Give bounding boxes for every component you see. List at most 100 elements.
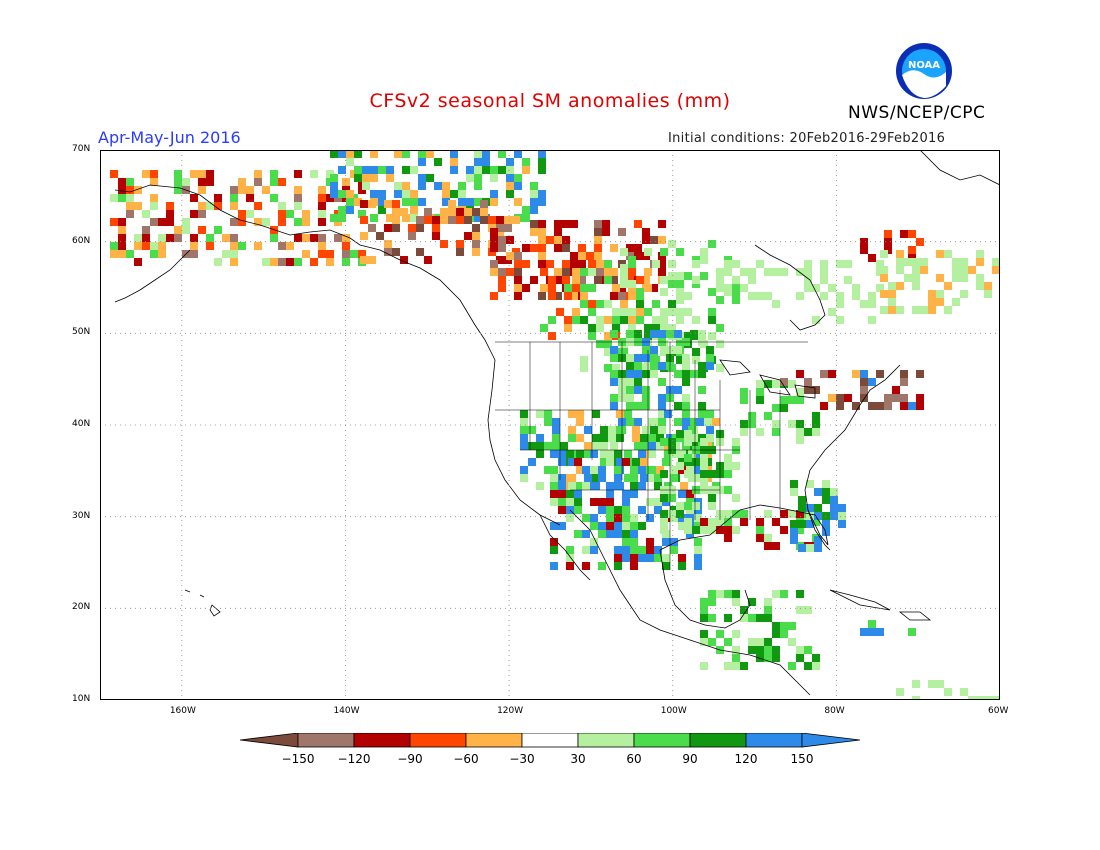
anomaly-cell xyxy=(442,190,450,198)
anomaly-cell xyxy=(682,378,690,386)
anomaly-cell xyxy=(780,404,788,412)
anomaly-cell xyxy=(634,354,642,362)
anomaly-cell xyxy=(550,562,558,570)
anomaly-cell xyxy=(600,450,608,458)
anomaly-cell xyxy=(554,220,562,228)
anomaly-cell xyxy=(588,324,596,332)
anomaly-cell xyxy=(876,628,884,636)
anomaly-cell xyxy=(884,394,892,402)
anomaly-cell xyxy=(706,426,714,434)
anomaly-cell xyxy=(634,386,642,394)
anomaly-cell xyxy=(326,250,334,258)
anomaly-cell xyxy=(936,680,944,688)
anomaly-cell xyxy=(590,450,598,458)
anomaly-cell xyxy=(554,228,562,236)
anomaly-cell xyxy=(646,514,654,522)
anomaly-cell xyxy=(628,280,636,288)
anomaly-cell xyxy=(852,284,860,292)
anomaly-cell xyxy=(302,210,310,218)
anomaly-cell xyxy=(614,506,622,514)
anomaly-cell xyxy=(896,688,904,696)
anomaly-cell xyxy=(748,276,756,284)
anomaly-cell xyxy=(676,502,684,510)
anomaly-cell xyxy=(708,638,716,646)
legend-arrow-low xyxy=(240,733,299,748)
anomaly-cell xyxy=(812,428,820,436)
anomaly-cell xyxy=(522,260,530,268)
anomaly-cell xyxy=(732,296,740,304)
anomaly-cell xyxy=(616,434,624,442)
anomaly-cell xyxy=(562,220,570,228)
anomaly-cell xyxy=(556,308,564,316)
anomaly-cell xyxy=(772,590,780,598)
anomaly-cell xyxy=(346,150,354,158)
anomaly-cell xyxy=(294,234,302,242)
anomaly-cell xyxy=(732,276,740,284)
anomaly-cell xyxy=(708,332,716,340)
anomaly-cell xyxy=(596,316,604,324)
anomaly-cell xyxy=(568,482,576,490)
anomaly-cell xyxy=(474,158,482,166)
anomaly-cell xyxy=(652,260,660,268)
anomaly-cell xyxy=(676,316,684,324)
anomaly-cell xyxy=(562,276,570,284)
anomaly-cell xyxy=(772,630,780,638)
anomaly-cell xyxy=(660,494,668,502)
anomaly-cell xyxy=(614,514,622,522)
anomaly-cell xyxy=(772,420,780,428)
longitude-label: 100W xyxy=(660,706,687,716)
anomaly-cell xyxy=(692,260,700,268)
anomaly-cell xyxy=(536,410,544,418)
anomaly-cell xyxy=(822,488,830,496)
anomaly-cell xyxy=(190,194,198,202)
anomaly-cell xyxy=(440,208,448,216)
anomaly-cell xyxy=(448,216,456,224)
anomaly-cell xyxy=(576,434,584,442)
anomaly-cell xyxy=(572,284,580,292)
anomaly-cell xyxy=(466,174,474,182)
anomaly-cell xyxy=(310,258,318,266)
anomaly-cell xyxy=(660,526,668,534)
anomaly-cell xyxy=(804,606,812,614)
anomaly-cell xyxy=(302,250,310,258)
anomaly-cell xyxy=(724,662,732,670)
anomaly-cell xyxy=(900,230,908,238)
anomaly-cell xyxy=(724,486,732,494)
anomaly-cell xyxy=(564,324,572,332)
anomaly-cell xyxy=(690,418,698,426)
anomaly-cell xyxy=(550,474,558,482)
anomaly-cell xyxy=(558,498,566,506)
anomaly-cell xyxy=(118,178,126,186)
anomaly-cell xyxy=(598,530,606,538)
anomaly-cell xyxy=(512,216,520,224)
anomaly-cell xyxy=(788,662,796,670)
anomaly-cell xyxy=(622,530,630,538)
anomaly-cell xyxy=(538,166,546,174)
anomaly-cell xyxy=(594,244,602,252)
anomaly-cell xyxy=(694,554,702,562)
anomaly-cell xyxy=(780,268,788,276)
anomaly-cell xyxy=(628,316,636,324)
anomaly-cell xyxy=(804,260,812,268)
anomaly-cell xyxy=(294,194,302,202)
anomaly-cell xyxy=(936,290,944,298)
anomaly-cell xyxy=(558,522,566,530)
anomaly-cell xyxy=(634,418,642,426)
anomaly-cell xyxy=(812,420,820,428)
anomaly-cell xyxy=(538,260,546,268)
anomaly-cell xyxy=(642,228,650,236)
anomaly-cell xyxy=(876,284,884,292)
anomaly-cell xyxy=(692,276,700,284)
anomaly-cell xyxy=(558,490,566,498)
anomaly-cell xyxy=(550,450,558,458)
anomaly-cell xyxy=(538,244,546,252)
anomaly-cell xyxy=(674,386,682,394)
anomaly-cell xyxy=(522,244,530,252)
anomaly-cell xyxy=(150,242,158,250)
anomaly-cell xyxy=(490,268,498,276)
anomaly-cell xyxy=(384,248,392,256)
anomaly-cell xyxy=(642,236,650,244)
anomaly-cell xyxy=(158,234,166,242)
latitude-label: 70N xyxy=(72,144,91,154)
anomaly-cell xyxy=(668,510,676,518)
